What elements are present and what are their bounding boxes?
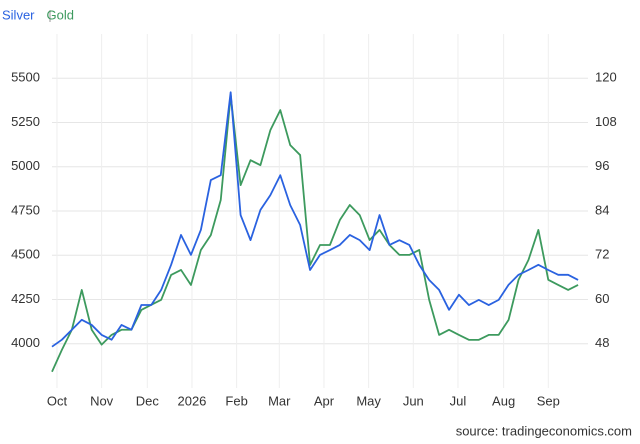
y2-tick-label: 120 (595, 70, 617, 85)
x-tick-label: Aug (492, 393, 515, 408)
x-tick-label: Nov (90, 393, 114, 408)
y2-tick-label: 84 (595, 202, 609, 217)
y2-tick-label: 60 (595, 291, 609, 306)
x-tick-label: Oct (47, 393, 68, 408)
legend-label: Gold (47, 7, 74, 22)
y-tick-label: 5500 (11, 70, 40, 85)
x-tick-label: Dec (136, 393, 160, 408)
legend-label: Silver (2, 7, 35, 22)
y-tick-label: 4500 (11, 247, 40, 262)
y-tick-label: 5250 (11, 114, 40, 129)
x-tick-label: Jul (450, 393, 467, 408)
x-tick-label: Feb (225, 393, 247, 408)
y-tick-label: 5000 (11, 158, 40, 173)
series-line (51, 91, 579, 348)
x-tick-label: May (356, 393, 381, 408)
y-tick-label: 4750 (11, 202, 40, 217)
y2-tick-label: 72 (595, 247, 609, 262)
x-tick-label: 2026 (177, 393, 206, 408)
y2-tick-label: 96 (595, 158, 609, 173)
x-tick-label: Jun (403, 393, 424, 408)
y-tick-label: 4000 (11, 335, 40, 350)
y2-tick-label: 48 (595, 335, 609, 350)
series-line (51, 94, 579, 373)
source: source: tradingeconomics.com (456, 423, 632, 438)
x-tick-label: Mar (268, 393, 291, 408)
x-tick-label: Sep (537, 393, 560, 408)
x-tick-label: Apr (314, 393, 335, 408)
y-tick-label: 4250 (11, 291, 40, 306)
y2-tick-label: 108 (595, 114, 617, 129)
